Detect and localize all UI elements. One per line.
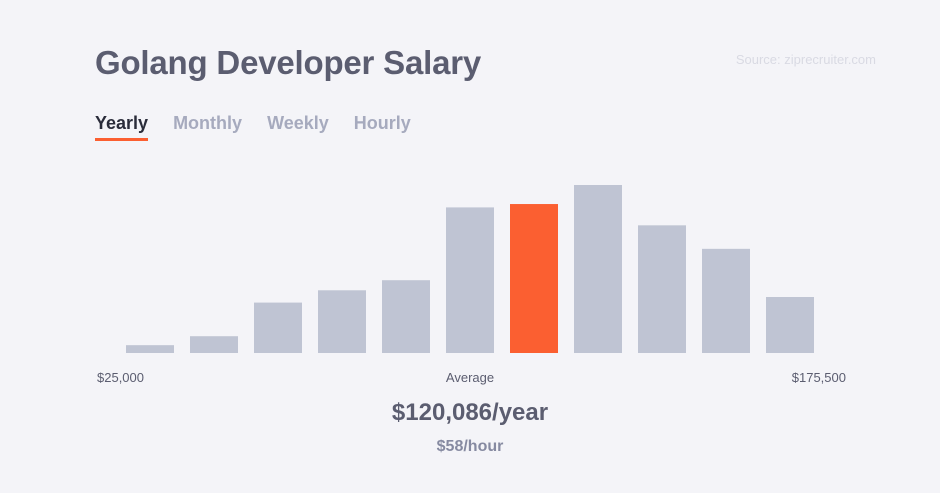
average-hourly-salary: $58/hour xyxy=(436,438,504,455)
histogram-bar-average xyxy=(510,204,558,353)
x-axis-max-label: $175,500 xyxy=(791,370,846,385)
histogram-bar xyxy=(766,297,814,353)
tab-hourly[interactable]: Hourly xyxy=(353,113,411,133)
histogram-bar xyxy=(190,336,238,353)
histogram-bar xyxy=(254,302,302,353)
x-axis-min-label: $25,000 xyxy=(97,370,144,385)
page-title: Golang Developer Salary xyxy=(95,44,482,81)
tab-monthly[interactable]: Monthly xyxy=(173,113,243,133)
histogram-bar xyxy=(574,185,622,353)
source-note: Source: ziprecruiter.com xyxy=(735,52,876,67)
histogram-bar xyxy=(382,280,430,353)
histogram-bar xyxy=(702,248,750,353)
histogram-bar xyxy=(446,207,494,353)
average-yearly-salary: $120,086/year xyxy=(391,399,549,426)
tab-yearly[interactable]: Yearly xyxy=(95,113,149,141)
histogram-bar xyxy=(638,225,686,353)
x-axis-average-label: Average xyxy=(445,370,495,385)
tab-weekly[interactable]: Weekly xyxy=(267,113,329,133)
period-tabs: Yearly Monthly Weekly Hourly xyxy=(95,113,411,141)
histogram-bar xyxy=(318,290,366,353)
histogram-bar xyxy=(126,345,174,353)
